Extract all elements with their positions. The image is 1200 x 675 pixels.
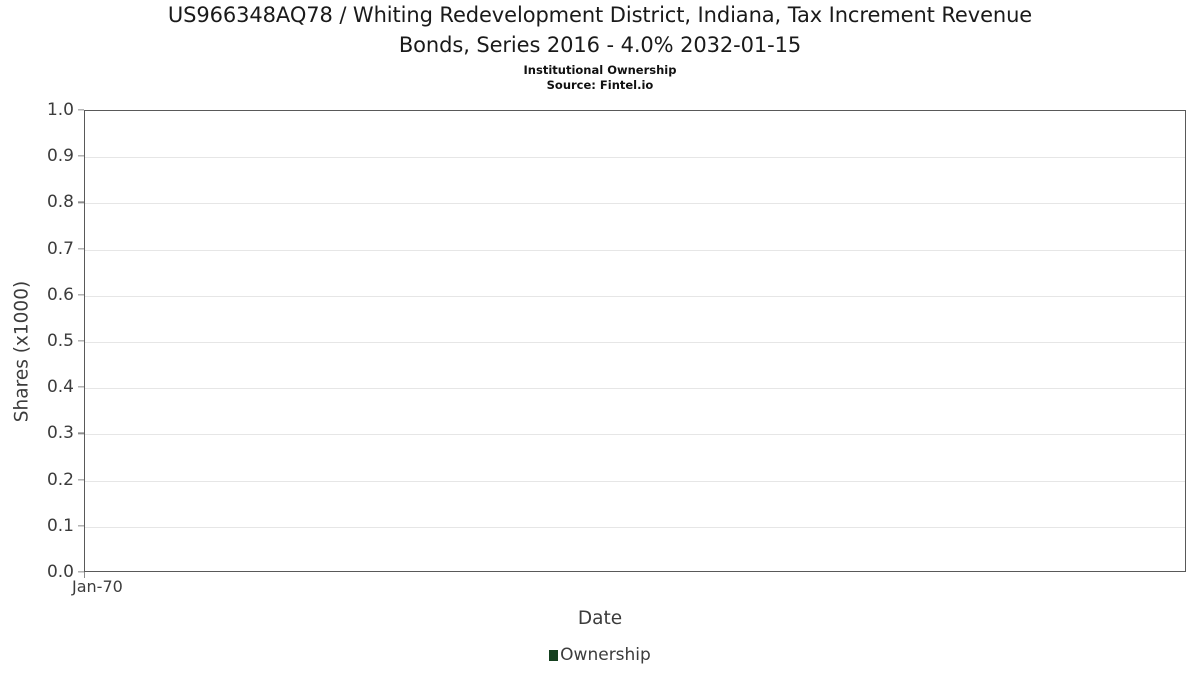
y-axis-tick-label: 0.1 bbox=[46, 515, 74, 536]
y-axis-tick-label: 0.3 bbox=[46, 423, 74, 444]
x-axis-title: Date bbox=[577, 608, 623, 629]
gridline bbox=[85, 388, 1185, 390]
chart-title-line-2: Bonds, Series 2016 - 4.0% 2032-01-15 bbox=[398, 33, 802, 57]
y-axis-tick-label: 0.8 bbox=[46, 192, 74, 213]
gridline bbox=[85, 434, 1185, 436]
y-axis-tick-label: 0.9 bbox=[46, 146, 74, 167]
plot-area bbox=[84, 110, 1186, 572]
y-axis-tick-mark bbox=[78, 109, 84, 111]
y-axis-tick-label: 0.7 bbox=[46, 238, 74, 259]
gridline bbox=[85, 157, 1185, 159]
y-axis-tick-label: 0.0 bbox=[46, 562, 74, 582]
y-axis-tick-mark bbox=[78, 571, 84, 573]
y-axis-tick-mark bbox=[78, 340, 84, 342]
gridline bbox=[85, 295, 1185, 297]
legend-item[interactable]: Ownership bbox=[549, 645, 651, 665]
y-axis-tick-mark bbox=[78, 432, 84, 435]
x-axis-tick-labels: Jan-70 bbox=[0, 572, 1200, 602]
y-axis-tick-label: 1.0 bbox=[46, 100, 74, 120]
chart-source-line: Source: Fintel.io bbox=[546, 78, 654, 92]
y-axis-tick-label: 0.5 bbox=[46, 331, 74, 351]
y-axis-tick-mark bbox=[78, 247, 84, 250]
gridline bbox=[85, 342, 1185, 343]
gridlines-layer bbox=[85, 111, 1185, 571]
y-axis-tick-mark bbox=[78, 201, 84, 204]
legend-label: Ownership bbox=[560, 645, 651, 665]
chart-subtitle-line-1: Institutional Ownership bbox=[523, 63, 677, 77]
y-axis-title: Shares (x1000) bbox=[11, 280, 33, 423]
y-axis-tick-mark bbox=[78, 294, 84, 296]
legend-swatch-icon bbox=[549, 649, 559, 661]
y-axis-tick-labels: 0.0 0.1 0.2 0.3 0.4 0.5 0.6 0.7 0.8 0.9 1.0 bbox=[0, 100, 84, 582]
y-axis-tick-label: 0.2 bbox=[46, 469, 74, 490]
gridline bbox=[85, 249, 1185, 251]
x-axis-tick-label: Jan-70 bbox=[72, 577, 123, 596]
x-axis-tick-mark bbox=[84, 572, 86, 578]
chart-title-line-1: US966348AQ78 / Whiting Redevelopment Dis… bbox=[167, 3, 1033, 27]
gridline bbox=[85, 526, 1185, 528]
chart-legend: Ownership bbox=[0, 645, 1200, 665]
y-axis-tick-label: 0.6 bbox=[46, 284, 74, 305]
chart-title-block: US966348AQ78 / Whiting Redevelopment Dis… bbox=[0, 0, 1200, 60]
y-axis-tick-mark bbox=[78, 386, 84, 388]
chart-subtitle-block: Institutional Ownership Source: Fintel.i… bbox=[0, 63, 1200, 93]
y-axis-tick-mark bbox=[78, 155, 84, 157]
y-axis-tick-label: 0.4 bbox=[46, 377, 74, 398]
y-axis-tick-mark bbox=[78, 478, 84, 481]
gridline bbox=[85, 480, 1185, 482]
gridline bbox=[85, 203, 1185, 205]
y-axis-tick-mark bbox=[78, 525, 84, 527]
